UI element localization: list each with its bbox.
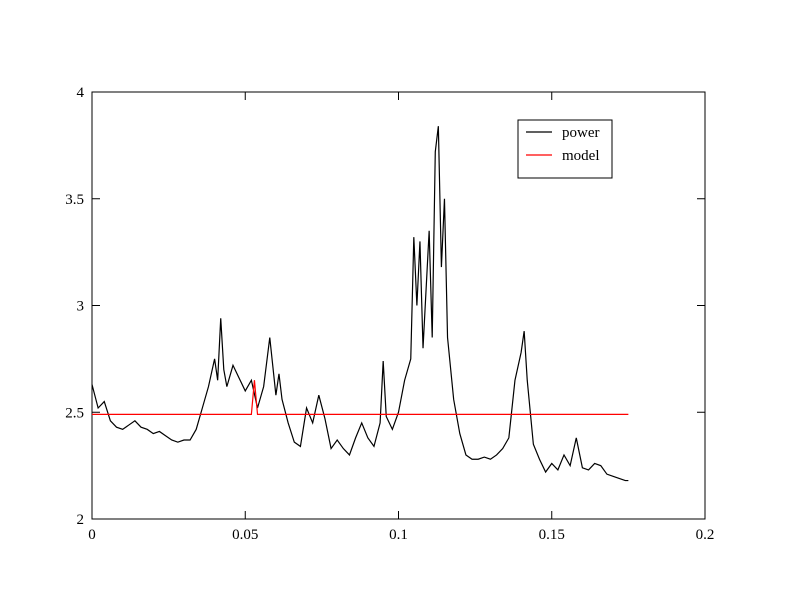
x-tick-label: 0.15 [539, 527, 565, 543]
y-tick-label: 2.5 [65, 405, 84, 421]
x-tick-label: 0.05 [232, 527, 258, 543]
x-tick-label: 0 [88, 527, 96, 543]
y-tick-label: 4 [77, 85, 85, 101]
line-series [92, 380, 629, 415]
y-tick-label: 3.5 [65, 192, 84, 208]
plot-frame [91, 91, 706, 520]
x-tick-label: 0.2 [696, 527, 715, 543]
y-tick-label: 2 [77, 512, 85, 528]
legend-label: power [562, 125, 600, 141]
y-tick-label: 3 [77, 299, 85, 315]
legend-box [517, 119, 613, 179]
legend-label: model [562, 148, 600, 164]
line-series [91, 126, 629, 482]
x-tick-label: 0.1 [389, 527, 408, 543]
